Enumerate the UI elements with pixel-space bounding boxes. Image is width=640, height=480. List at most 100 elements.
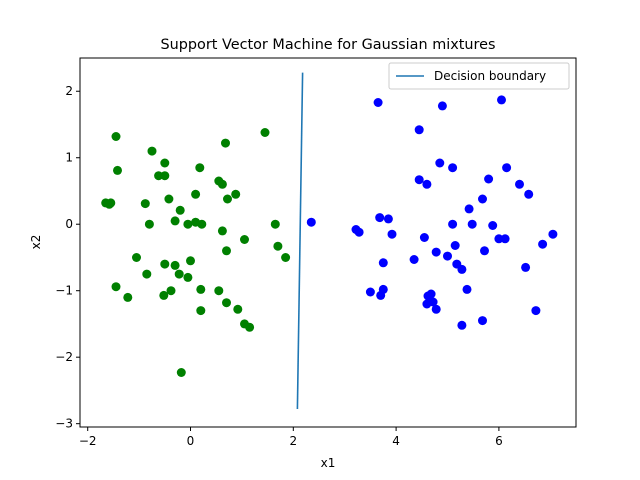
scatter-point-s1-15 [422, 179, 432, 189]
scatter-point-s1-29 [457, 264, 467, 274]
scatter-point-s0-18 [170, 260, 180, 270]
x-tick-label-3: 4 [392, 434, 400, 448]
scatter-point-s1-25 [448, 163, 458, 173]
axes: −2 0 2 4 6 −3 −2 −1 0 1 2 [55, 57, 577, 448]
scatter-point-s0-15 [164, 194, 174, 204]
scatter-point-s0-45 [245, 322, 255, 332]
scatter-point-s0-1 [113, 165, 122, 175]
scatter-point-s1-31 [462, 284, 472, 294]
scatter-point-s0-21 [183, 219, 193, 229]
scatter-point-s1-37 [484, 174, 494, 184]
scatter-point-s1-12 [414, 125, 424, 135]
x-tick-label-0: −2 [79, 434, 97, 448]
legend-box [388, 62, 570, 90]
scatter-point-s1-34 [478, 194, 487, 204]
scatter-point-s0-35 [221, 138, 230, 148]
scatter-point-s0-20 [175, 205, 185, 215]
y-tick-label-0: −3 [55, 417, 73, 431]
scatter-point-s1-38 [488, 221, 498, 230]
scatter-point-s1-11 [409, 255, 419, 264]
scatter-point-s0-27 [166, 286, 176, 296]
scatter-point-s1-24 [443, 251, 452, 261]
scatter-point-s1-17 [426, 289, 436, 299]
legend-label: Decision boundary [434, 69, 546, 83]
scatter-point-s0-32 [176, 368, 186, 377]
chart-title: Support Vector Machine for Gaussian mixt… [161, 37, 496, 53]
scatter-point-s1-46 [531, 306, 541, 316]
scatter-point-s1-7 [378, 284, 388, 294]
chart-marks [101, 72, 558, 410]
scatter-point-s1-14 [419, 233, 429, 242]
scatter-point-s0-8 [142, 269, 152, 279]
scatter-point-s1-20 [431, 304, 441, 314]
scatter-point-s0-25 [197, 219, 207, 229]
y-tick-label-5: 2 [65, 84, 73, 98]
scatter-point-s0-13 [160, 158, 170, 168]
scatter-point-s1-41 [500, 234, 510, 244]
scatter-point-s1-5 [375, 213, 385, 223]
scatter-point-s1-8 [378, 258, 388, 268]
scatter-point-s0-47 [270, 219, 280, 229]
y-tick-label-2: −1 [55, 284, 73, 298]
scatter-point-s1-39 [494, 234, 504, 244]
scatter-point-s0-43 [233, 304, 243, 314]
scatter-point-s1-32 [464, 204, 474, 214]
scatter-point-s0-10 [154, 171, 164, 181]
scatter-point-s1-26 [448, 219, 458, 229]
scatter-point-s1-48 [548, 229, 558, 239]
x-axis-label: x1 [321, 456, 336, 470]
scatter-point-s1-33 [467, 219, 477, 229]
y-tick-label-4: 1 [65, 151, 73, 165]
scatter-point-s1-10 [387, 229, 397, 239]
scatter-point-s0-28 [183, 272, 193, 282]
scatter-point-s0-36 [223, 194, 232, 204]
scatter-point-s0-11 [144, 219, 154, 229]
scatter-point-s0-30 [196, 284, 206, 294]
scatter-point-s1-4 [373, 98, 383, 107]
y-axis-label: x2 [29, 235, 43, 250]
scatter-point-s1-40 [497, 95, 506, 105]
scatter-point-s0-48 [273, 241, 283, 251]
scatter-point-s0-4 [106, 198, 116, 208]
scatter-point-s0-42 [222, 298, 231, 308]
scatter-point-s0-49 [281, 253, 291, 262]
scatter-point-s1-23 [437, 101, 447, 111]
scatter-point-s1-22 [435, 158, 445, 168]
axes-frame [79, 57, 577, 428]
scatter-point-s1-21 [431, 247, 441, 257]
scatter-point-s0-37 [217, 226, 227, 236]
scatter-point-s0-39 [231, 189, 241, 199]
scatter-point-s1-35 [480, 246, 489, 256]
scatter-point-s1-42 [502, 163, 512, 173]
legend: Decision boundary [388, 62, 570, 90]
scatter-point-s0-41 [214, 286, 224, 296]
scatter-point-s0-14 [160, 171, 170, 181]
scatter-point-s0-16 [170, 216, 180, 226]
scatter-point-s1-44 [521, 262, 531, 272]
scatter-point-s1-19 [428, 297, 438, 307]
scatter-point-s0-38 [222, 246, 231, 256]
scatter-point-s1-36 [478, 316, 487, 326]
scatter-point-s0-17 [160, 259, 170, 269]
scatter-point-s0-7 [132, 253, 141, 262]
scatter-point-s1-27 [450, 241, 460, 250]
scatter-point-s0-23 [191, 189, 201, 199]
scatter-point-s1-3 [365, 287, 375, 297]
scatter-point-s1-9 [383, 214, 393, 224]
decision-boundary-line [296, 72, 304, 410]
scatter-point-s0-26 [159, 290, 169, 300]
y-tick-label-3: 0 [65, 217, 73, 231]
scatter-point-s0-31 [196, 306, 206, 316]
x-tick-label-2: 2 [289, 434, 297, 448]
scatter-point-s0-5 [111, 282, 121, 292]
x-tick-label-4: 6 [495, 434, 503, 448]
scatter-point-s0-6 [123, 292, 133, 302]
scatter-point-s0-34 [217, 179, 227, 189]
scatter-point-s0-29 [186, 256, 195, 266]
y-tick-label-1: −2 [55, 350, 73, 364]
scatter-point-s0-24 [195, 163, 205, 173]
scatter-point-s0-46 [260, 128, 270, 137]
scatter-point-s1-47 [538, 239, 548, 249]
scatter-point-s0-40 [240, 235, 249, 244]
